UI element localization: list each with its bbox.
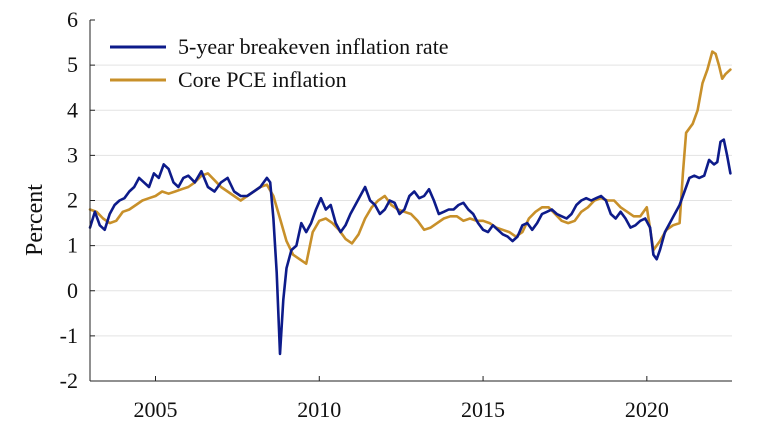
series-line-breakeven: [88, 138, 732, 356]
y-tick-label: 3: [67, 142, 78, 167]
x-tick-label: 2005: [134, 397, 178, 422]
y-tick-label: 2: [67, 188, 78, 213]
series-layer: [88, 50, 732, 356]
y-tick-label: 1: [67, 233, 78, 258]
legend-label: Core PCE inflation: [178, 67, 347, 92]
legend: 5-year breakeven inflation rate Core PCE …: [110, 34, 449, 92]
x-tick-label: 2010: [297, 397, 341, 422]
axes: [89, 19, 732, 382]
x-tick-label: 2015: [461, 397, 505, 422]
legend-label: 5-year breakeven inflation rate: [178, 34, 449, 59]
gridlines: [90, 64, 732, 337]
y-tick-label: 4: [67, 97, 78, 122]
y-tick-label: 5: [67, 52, 78, 77]
y-axis-title: Percent: [22, 184, 48, 256]
y-tick-label: -2: [60, 368, 78, 393]
y-tick-label: -1: [60, 323, 78, 348]
y-tick-label: 6: [67, 7, 78, 32]
tick-labels: -2 -1 0 1 2 3 4 5 6 2005 2010 2015 2020: [60, 7, 669, 422]
y-tick-label: 0: [67, 278, 78, 303]
x-tick-label: 2020: [625, 397, 669, 422]
